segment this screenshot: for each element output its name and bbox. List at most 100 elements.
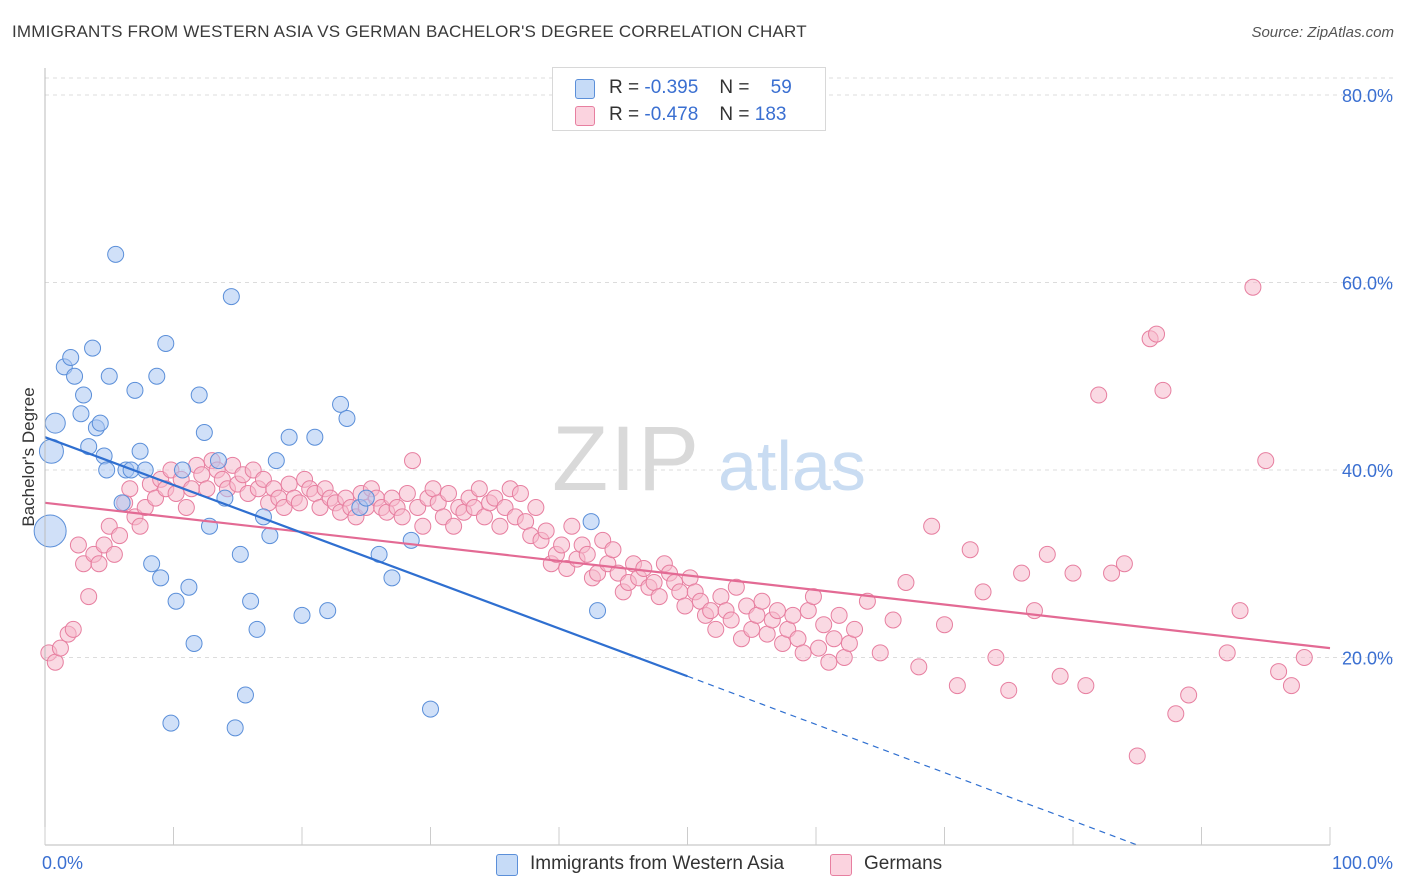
western-asia-point (113, 494, 131, 512)
germans-trend-line (44, 501, 1331, 650)
germans-point (1270, 663, 1288, 681)
germans-point (90, 555, 108, 573)
germans-point (131, 517, 149, 535)
germans-point (527, 499, 545, 516)
germans-point (1090, 386, 1108, 404)
germans-point (491, 517, 509, 535)
x-tick-label: 100.0% (1332, 853, 1393, 873)
germans-point (69, 536, 87, 554)
germans-point (676, 597, 694, 615)
western-asia-point (107, 245, 125, 263)
germans-point (1128, 747, 1146, 765)
western-asia-point (267, 452, 285, 470)
germans-point (604, 541, 622, 559)
legend-r-label: R = (609, 77, 640, 98)
germans-point (794, 644, 812, 662)
western-asia-point (72, 405, 90, 423)
germans-point (439, 484, 457, 502)
germans-point (1231, 602, 1249, 620)
western-asia-point (148, 367, 166, 385)
western-asia-point (180, 578, 198, 596)
western-asia-point (195, 424, 213, 441)
western-asia-point (357, 489, 375, 507)
germans-point (936, 616, 953, 634)
germans-point (1257, 452, 1275, 470)
germans-point (987, 649, 1005, 666)
germans-point (445, 517, 463, 535)
germans-point (414, 517, 432, 535)
western-asia-point (306, 428, 324, 446)
western-asia-point (44, 412, 66, 434)
germans-point (1244, 278, 1262, 296)
legend-n-label: N = (719, 104, 750, 125)
bottom-legend-label-germans: Germans (864, 853, 943, 874)
western-asia-point (319, 602, 337, 620)
stats-legend: R = -0.395 N = 59 R = -0.478 N = 183 (552, 67, 826, 131)
western-asia-point (231, 545, 249, 563)
germans-point (1282, 677, 1300, 695)
western-asia-point (261, 527, 279, 545)
watermark-zip: ZIP (552, 408, 701, 510)
y-tick-label: 20.0% (1342, 649, 1393, 669)
germans-point (830, 606, 848, 624)
germans-point (1115, 555, 1133, 573)
y-tick-label: 60.0% (1342, 274, 1393, 294)
germans-point (1103, 564, 1121, 582)
germans-point (1218, 644, 1236, 662)
germans-point (815, 616, 833, 634)
germans-point (846, 620, 864, 638)
germans-point (923, 517, 941, 535)
germans-point (804, 588, 822, 606)
germans-point (871, 644, 889, 662)
germans-point (1000, 681, 1018, 699)
watermark: ZIP atlas (552, 408, 866, 510)
germans-point (1180, 686, 1198, 704)
western-asia-point (280, 428, 298, 446)
legend-n-value: 59 (770, 77, 792, 98)
western-asia-point (383, 569, 401, 587)
germans-point (1154, 381, 1172, 399)
x-tick-label: 0.0% (42, 853, 83, 873)
watermark-atlas: atlas (718, 427, 866, 505)
germans-point (1077, 677, 1095, 695)
grid-lines (45, 77, 1393, 658)
germans-point (1167, 705, 1185, 723)
legend-r-label: R = (609, 104, 640, 125)
legend-r-value: -0.478 (644, 104, 699, 125)
western-asia-point (190, 386, 208, 404)
legend-swatch-western-asia (575, 79, 595, 99)
germans-point (51, 639, 69, 657)
germans-point (393, 508, 411, 526)
bottom-legend-label-western-asia: Immigrants from Western Asia (530, 853, 785, 874)
y-tick-label: 40.0% (1342, 461, 1393, 481)
germans-point (707, 620, 725, 638)
germans-point (884, 611, 902, 629)
axes: 20.0% 40.0% 60.0% 80.0% 0.0% 100.0% (42, 68, 1393, 873)
western-asia-point (126, 381, 144, 399)
western-asia-point (248, 620, 266, 638)
source-label: Source: ZipAtlas.com (1251, 24, 1394, 41)
western-asia-point (66, 367, 84, 385)
germans-point (727, 578, 745, 596)
germans-point (578, 545, 596, 563)
western-asia-point (222, 288, 240, 306)
germans-point (825, 630, 843, 648)
western-asia-point (242, 592, 260, 610)
western-asia-point (209, 452, 227, 470)
trend-lines (44, 436, 1331, 846)
germans-point (1038, 545, 1056, 563)
germans-point (635, 559, 653, 577)
germans-point (650, 588, 668, 606)
germans-point (105, 545, 123, 563)
germans-point (702, 602, 720, 620)
germans-point (961, 541, 979, 559)
western-asia-point (185, 634, 203, 652)
germans-point (768, 602, 786, 620)
legend-n-label: N = (719, 77, 750, 98)
western-asia-point (84, 339, 102, 357)
germans-point (177, 499, 195, 516)
germans-point (820, 653, 838, 671)
western-asia-point (157, 334, 175, 352)
western-asia-point (62, 349, 80, 366)
